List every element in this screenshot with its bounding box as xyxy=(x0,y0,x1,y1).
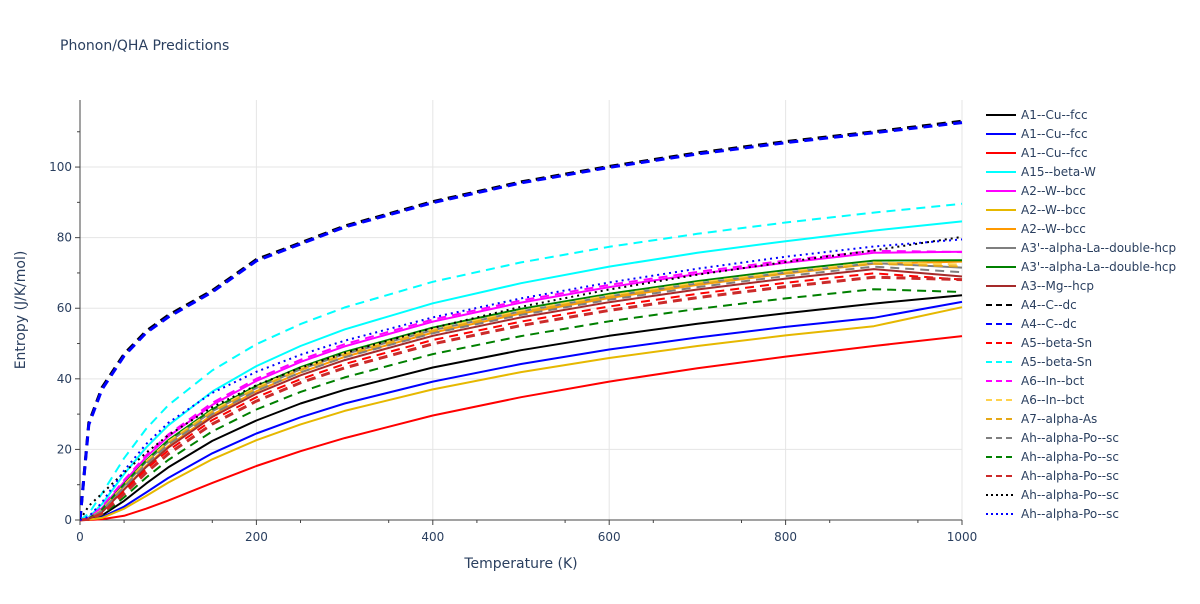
legend-item[interactable]: A2--W--bcc xyxy=(986,203,1086,217)
legend-label: A3'--alpha-La--double-hcp xyxy=(1021,241,1176,255)
legend-item[interactable]: A7--alpha-As xyxy=(986,412,1097,426)
x-tick-label: 400 xyxy=(421,530,444,544)
x-tick-label: 1000 xyxy=(947,530,978,544)
series-line-19 xyxy=(80,275,963,522)
series-line-3 xyxy=(80,220,963,521)
series-line-21 xyxy=(80,238,963,521)
legend-item[interactable]: Ah--alpha-Po--sc xyxy=(986,488,1119,502)
series-line-20 xyxy=(80,235,963,521)
series-line-8 xyxy=(80,259,963,521)
legend-label: A6--In--bct xyxy=(1021,374,1085,388)
legend-label: A3--Mg--hcp xyxy=(1021,279,1094,293)
series-line-1 xyxy=(80,300,963,521)
y-tick-label: 0 xyxy=(64,513,72,527)
x-tick-label: 200 xyxy=(245,530,268,544)
legend-label: A2--W--bcc xyxy=(1021,184,1086,198)
legend-item[interactable]: Ah--alpha-Po--sc xyxy=(986,450,1119,464)
y-tick-label: 80 xyxy=(57,231,72,245)
series-line-5 xyxy=(80,306,963,521)
series-lines xyxy=(80,119,963,522)
legend-item[interactable]: A4--C--dc xyxy=(986,298,1077,312)
legend-label: A1--Cu--fcc xyxy=(1021,127,1088,141)
legend-label: Ah--alpha-Po--sc xyxy=(1021,431,1119,445)
y-tick-label: 60 xyxy=(57,301,72,315)
y-axis-title: Entropy (J/K/mol) xyxy=(13,251,29,370)
x-tick-label: 0 xyxy=(76,530,84,544)
chart-title: Phonon/QHA Predictions xyxy=(60,38,229,54)
legend-label: A5--beta-Sn xyxy=(1021,355,1092,369)
legend-item[interactable]: A3'--alpha-La--double-hcp xyxy=(986,241,1176,255)
legend-item[interactable]: A4--C--dc xyxy=(986,317,1077,331)
series-line-4 xyxy=(80,250,963,521)
x-tick-label: 800 xyxy=(774,530,797,544)
legend-item[interactable]: A5--beta-Sn xyxy=(986,355,1092,369)
y-tick-label: 20 xyxy=(57,442,72,456)
legend-label: A7--alpha-As xyxy=(1021,412,1097,426)
legend-item[interactable]: A2--W--bcc xyxy=(986,184,1086,198)
legend-label: A2--W--bcc xyxy=(1021,222,1086,236)
x-tick-label: 600 xyxy=(598,530,621,544)
legend-label: A5--beta-Sn xyxy=(1021,336,1092,350)
legend-label: Ah--alpha-Po--sc xyxy=(1021,507,1119,521)
legend-item[interactable]: A1--Cu--fcc xyxy=(986,146,1088,160)
y-tick-label: 100 xyxy=(49,160,72,174)
legend-item[interactable]: Ah--alpha-Po--sc xyxy=(986,507,1119,521)
legend-item[interactable]: A3--Mg--hcp xyxy=(986,279,1094,293)
legend-item[interactable]: Ah--alpha-Po--sc xyxy=(986,431,1119,445)
series-line-17 xyxy=(80,265,963,521)
legend-item[interactable]: A2--W--bcc xyxy=(986,222,1086,236)
series-line-0 xyxy=(80,294,963,521)
legend-item[interactable]: Ah--alpha-Po--sc xyxy=(986,469,1119,483)
legend-label: Ah--alpha-Po--sc xyxy=(1021,469,1119,483)
x-axis-title: Temperature (K) xyxy=(463,556,577,572)
legend-label: Ah--alpha-Po--sc xyxy=(1021,450,1119,464)
legend-label: A4--C--dc xyxy=(1021,298,1077,312)
series-line-2 xyxy=(80,335,963,521)
legend-label: A2--W--bcc xyxy=(1021,203,1086,217)
legend-item[interactable]: A3'--alpha-La--double-hcp xyxy=(986,260,1176,274)
legend-label: A3'--alpha-La--double-hcp xyxy=(1021,260,1176,274)
legend-label: A1--Cu--fcc xyxy=(1021,146,1088,160)
legend-item[interactable]: A1--Cu--fcc xyxy=(986,108,1088,122)
series-line-14 xyxy=(80,249,963,521)
series-line-9 xyxy=(80,268,963,521)
legend-label: Ah--alpha-Po--sc xyxy=(1021,488,1119,502)
legend-item[interactable]: A15--beta-W xyxy=(986,165,1096,179)
legend-label: A15--beta-W xyxy=(1021,165,1096,179)
legend-item[interactable]: A6--In--bct xyxy=(986,393,1085,407)
series-line-13 xyxy=(80,202,963,521)
legend-item[interactable]: A6--In--bct xyxy=(986,374,1085,388)
legend-label: A4--C--dc xyxy=(1021,317,1077,331)
legend-item[interactable]: A1--Cu--fcc xyxy=(986,127,1088,141)
series-line-18 xyxy=(80,288,963,521)
legend[interactable]: A1--Cu--fcc A1--Cu--fcc A1--Cu--fcc A15--be… xyxy=(986,108,1176,521)
axes: 0 200 400 600 800 1000 0 20 40 60 80 100 xyxy=(49,100,977,544)
legend-label: A1--Cu--fcc xyxy=(1021,108,1088,122)
legend-item[interactable]: A5--beta-Sn xyxy=(986,336,1092,350)
legend-label: A6--In--bct xyxy=(1021,393,1085,407)
y-tick-label: 40 xyxy=(57,372,72,386)
